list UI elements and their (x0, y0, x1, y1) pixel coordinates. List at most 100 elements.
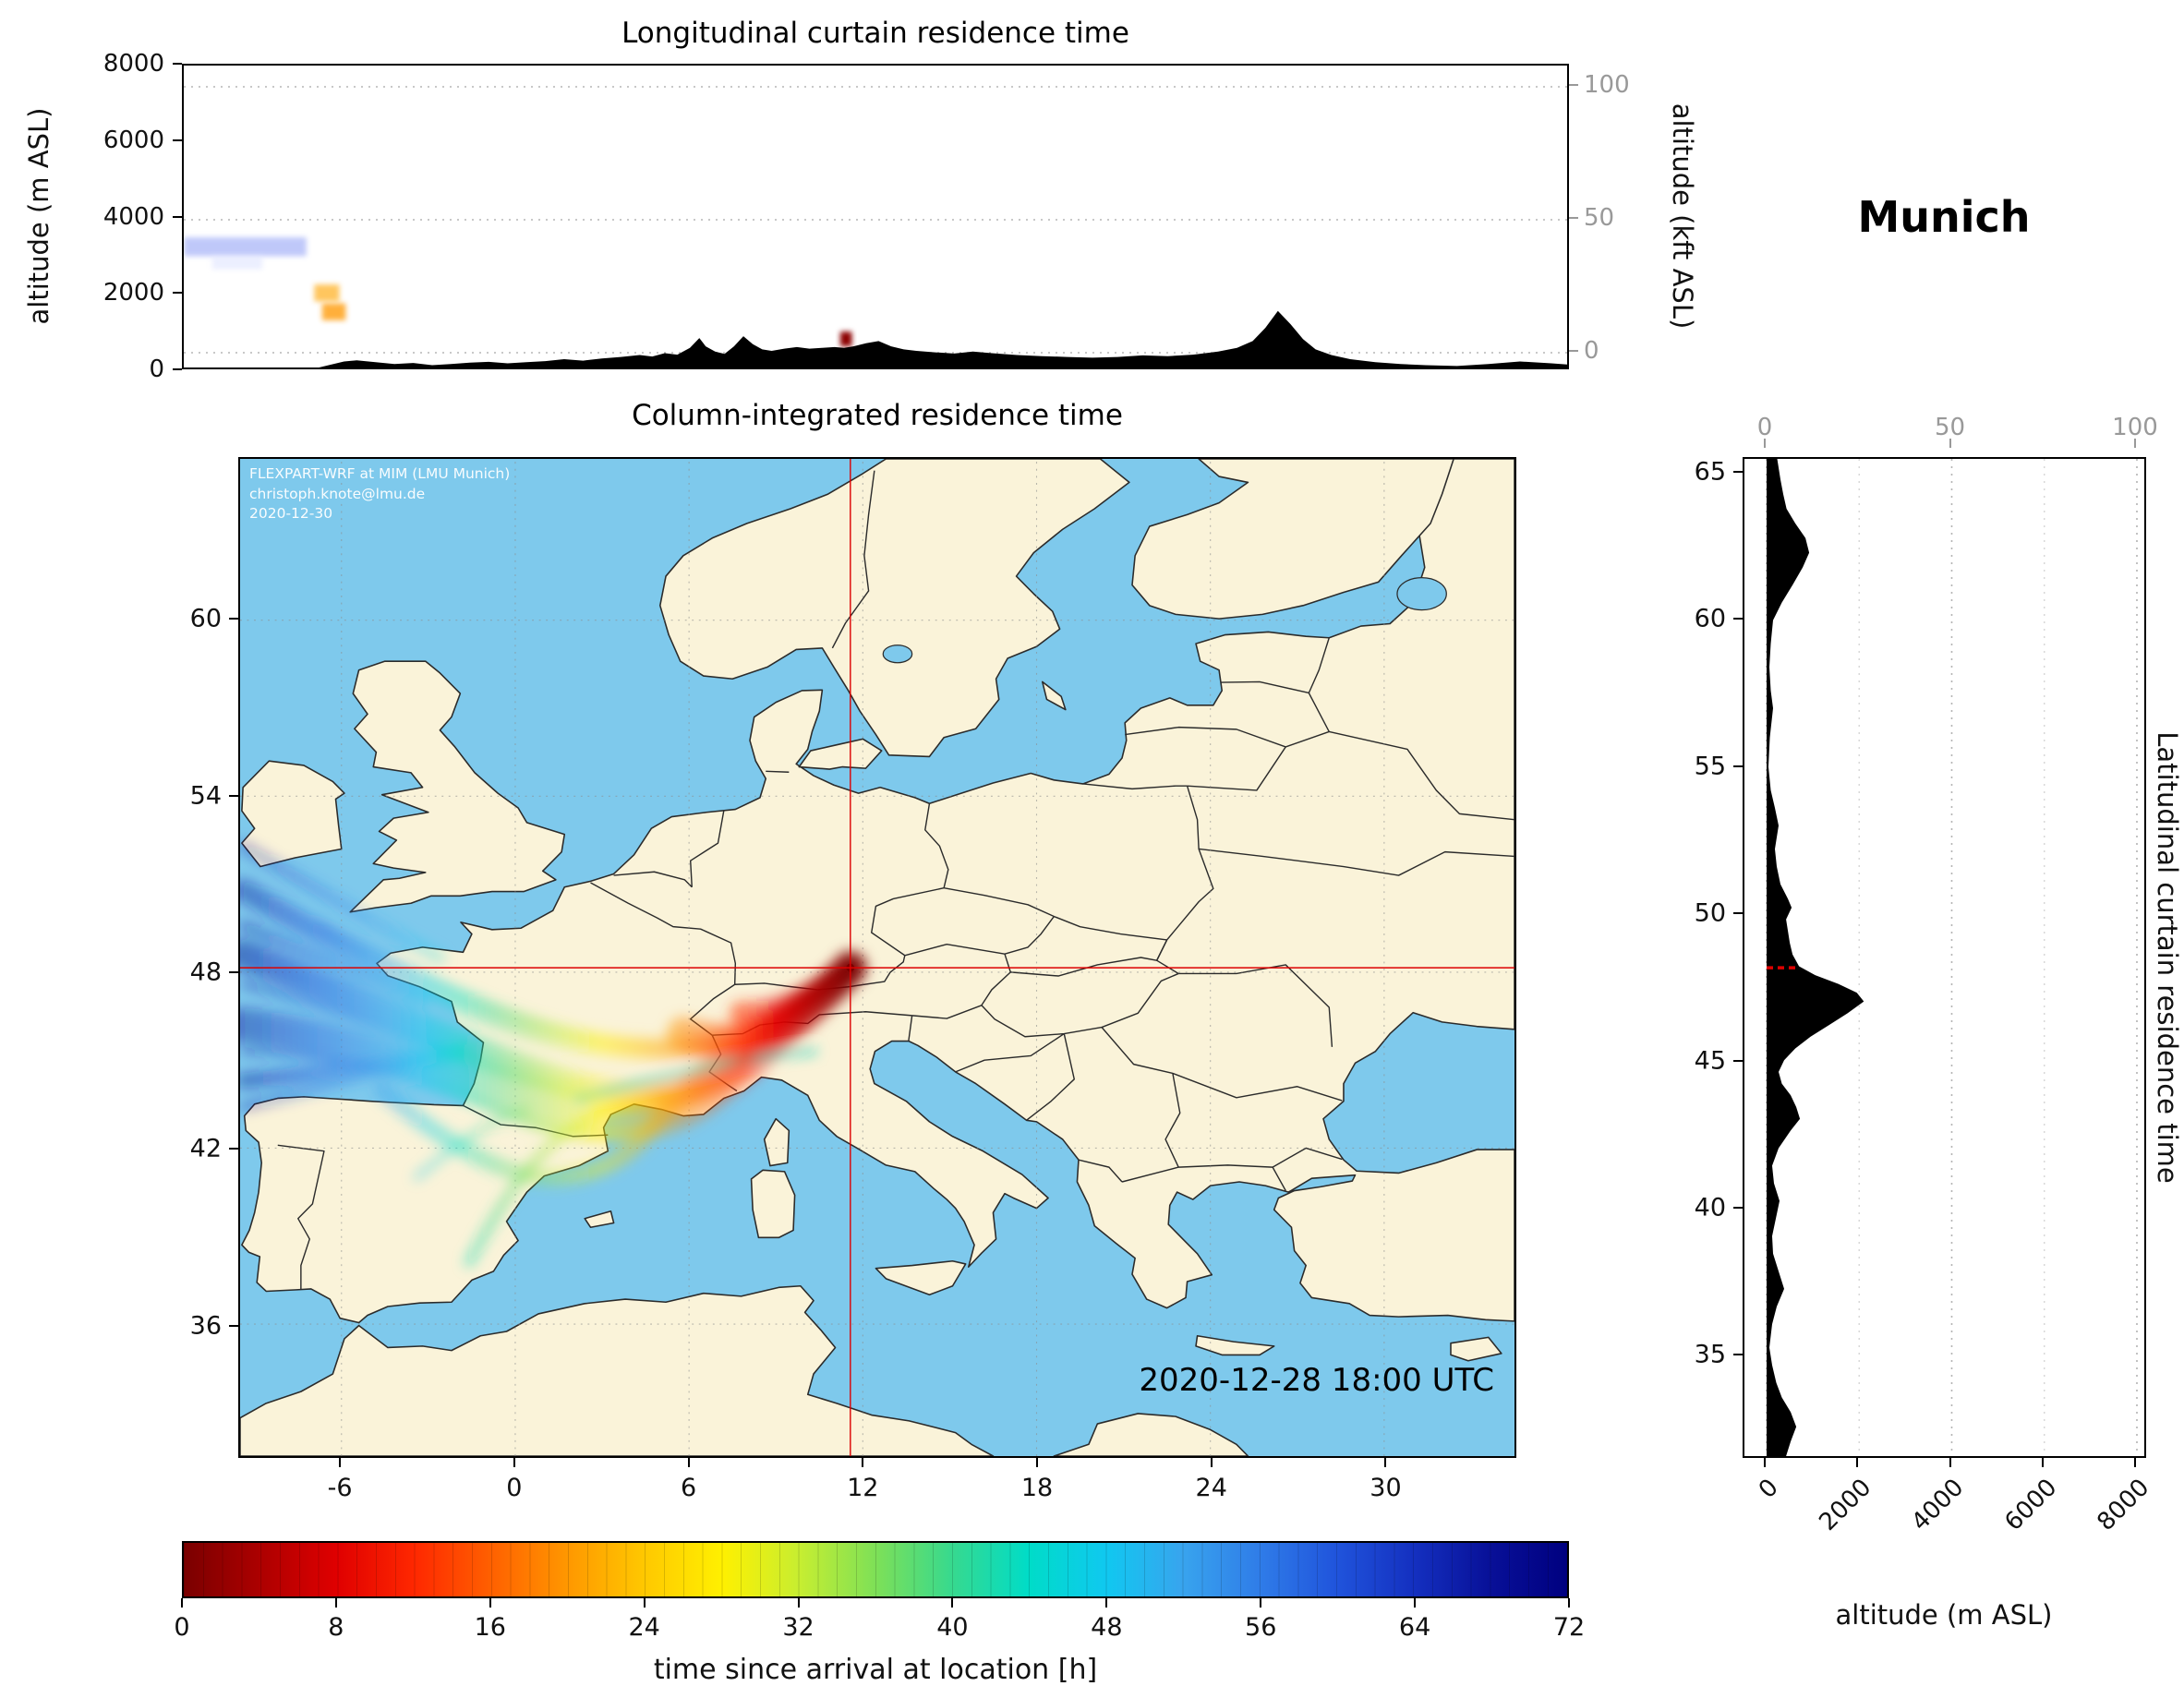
ytick-m: 6000 (103, 126, 164, 154)
sicily (875, 1259, 967, 1296)
tick-mark (1036, 1458, 1038, 1467)
right-xtick-kft: 100 (2112, 414, 2158, 441)
credit-line-3: 2020-12-30 (249, 505, 333, 523)
ytick-kft: 0 (1584, 337, 1599, 365)
map-panel: FLEXPART-WRF at MIM (LMU Munich) christo… (238, 457, 1516, 1458)
map-xtick: 6 (680, 1474, 697, 1502)
cbar-tick: 72 (1552, 1613, 1586, 1642)
graticule (240, 459, 1514, 1456)
lake-ladoga (1396, 577, 1447, 611)
top-gridlines (184, 86, 1567, 354)
right-xtick-m: 2000 (1814, 1474, 1877, 1537)
great-britain (349, 660, 566, 913)
tick-mark (797, 1598, 800, 1608)
tick-mark (173, 138, 182, 141)
colorbar-gradient (184, 1543, 1567, 1596)
ytick-m: 4000 (103, 202, 164, 231)
tick-mark (1733, 912, 1743, 915)
right-xtick-m: 6000 (1998, 1474, 2062, 1537)
tick-mark (173, 215, 182, 218)
colorbar-label: time since arrival at location [h] (653, 1654, 1098, 1686)
tick-mark (1105, 1598, 1108, 1608)
right-panel-xlabel: altitude (m ASL) (1835, 1599, 2053, 1631)
terrain-profile-longitudinal (184, 310, 1567, 367)
map-xtick: -6 (327, 1474, 353, 1502)
denmark-isles (798, 738, 883, 770)
north-africa (240, 1284, 995, 1456)
ytick-m: 8000 (103, 50, 164, 78)
terrain-profile-latitudinal (1767, 459, 1864, 1456)
cyprus (1450, 1336, 1502, 1362)
right-ytick: 65 (1694, 457, 1726, 487)
tick-mark (229, 618, 238, 620)
receptor-crosshair (240, 459, 1514, 1456)
tick-mark (229, 1324, 238, 1327)
cyrenaica (1053, 1413, 1249, 1456)
lakes (882, 577, 1447, 664)
tick-mark (339, 1458, 342, 1467)
longitudinal-curtain-title: Longitudinal curtain residence time (621, 17, 1129, 50)
latitudinal-curtain-panel (1743, 457, 2146, 1458)
location-title: Munich (1857, 192, 2031, 242)
tick-mark (513, 1458, 515, 1467)
tick-mark (229, 794, 238, 797)
tick-mark (1384, 1458, 1387, 1467)
tick-mark (951, 1598, 954, 1608)
mallorca (584, 1210, 615, 1229)
right-xtick-m: 8000 (2092, 1474, 2155, 1537)
right-ytick: 35 (1694, 1340, 1726, 1369)
map-ytick: 36 (189, 1311, 222, 1341)
credit-line-1: FLEXPART-WRF at MIM (LMU Munich) (249, 465, 511, 482)
ytick-m: 2000 (103, 279, 164, 307)
country-borders (277, 470, 1514, 1290)
right-ytick: 45 (1694, 1046, 1726, 1076)
tick-mark (1733, 1354, 1743, 1356)
tick-mark (1568, 1598, 1570, 1608)
map-ytick: 42 (189, 1134, 222, 1163)
gotland (1041, 680, 1067, 711)
tick-mark (2134, 1458, 2136, 1467)
tick-mark (229, 970, 238, 973)
tick-mark (1733, 1207, 1743, 1209)
tick-mark (1210, 1458, 1213, 1467)
right-xtick-m: 4000 (1906, 1474, 1970, 1537)
ytick-m: 0 (149, 355, 164, 383)
europe-map (240, 459, 1514, 1456)
map-ytick: 60 (189, 604, 222, 633)
right-xtick-kft: 0 (1756, 414, 1773, 441)
tick-mark (229, 1148, 238, 1150)
tick-mark (1733, 765, 1743, 767)
map-ytick: 54 (189, 781, 222, 811)
cbar-tick: 32 (782, 1613, 814, 1642)
tick-mark (862, 1458, 864, 1467)
tick-mark (173, 63, 182, 65)
credit-block: FLEXPART-WRF at MIM (LMU Munich) christo… (249, 464, 510, 524)
tick-mark (334, 1598, 337, 1608)
sardinia (750, 1169, 796, 1239)
right-xtick-kft: 50 (1934, 414, 1966, 441)
right-gridlines (1766, 459, 2138, 1456)
tick-mark (1733, 1059, 1743, 1062)
top-panel-ylabel-left: altitude (m ASL) (23, 107, 54, 325)
tick-mark (1856, 1458, 1859, 1467)
map-title: Column-integrated residence time (632, 399, 1123, 432)
finland (1131, 459, 1454, 620)
map-timestamp: 2020-12-28 18:00 UTC (1139, 1362, 1494, 1399)
right-panel-side-label: Latitudinal curtain residence time (2152, 731, 2183, 1184)
cbar-tick: 56 (1245, 1613, 1277, 1642)
crete (1195, 1334, 1275, 1356)
ytick-kft: 50 (1584, 204, 1615, 232)
tick-mark (173, 292, 182, 295)
lake-vanern (882, 644, 913, 664)
colorbar-panel (182, 1541, 1569, 1598)
tick-mark (1764, 1458, 1766, 1467)
cbar-tick: 64 (1398, 1613, 1431, 1642)
colorbar-segments (184, 1543, 1567, 1596)
right-ytick: 60 (1694, 604, 1726, 633)
tick-mark (1949, 439, 1951, 448)
latitudinal-curtain-plot (1766, 459, 2138, 1456)
map-xtick: 18 (1020, 1474, 1054, 1502)
tick-mark (1569, 350, 1578, 352)
tick-mark (1260, 1598, 1262, 1608)
